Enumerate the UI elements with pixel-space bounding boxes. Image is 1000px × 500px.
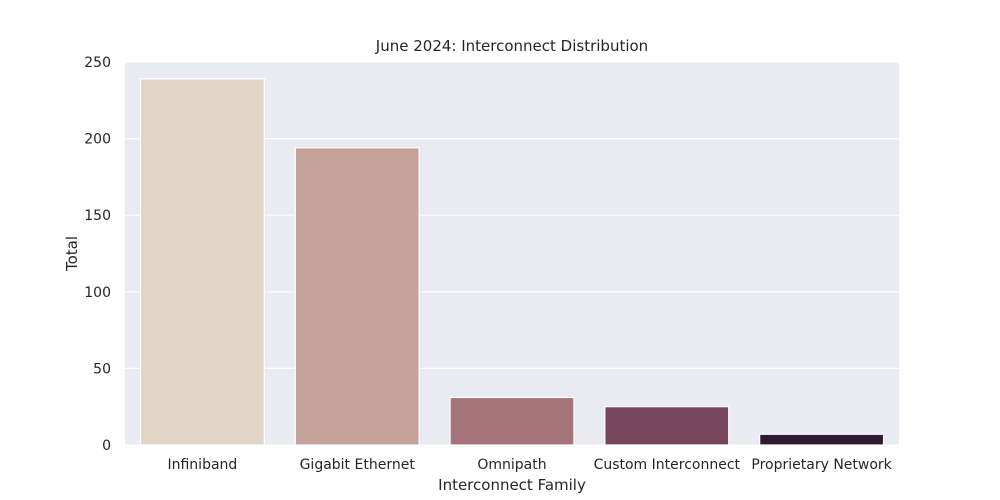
y-tick-labels: 0 50 100 150 200 250 xyxy=(84,55,111,454)
x-tick-label: Custom Interconnect xyxy=(594,457,741,473)
bar-infiniband xyxy=(139,78,265,446)
y-tick-label: 100 xyxy=(84,285,111,301)
y-tick-label: 250 xyxy=(84,55,111,71)
x-tick-label: Infiniband xyxy=(167,457,237,473)
y-tick-label: 200 xyxy=(84,132,111,148)
x-tick-labels: Infiniband Gigabit Ethernet Omnipath Custom… xyxy=(167,457,892,473)
x-tick-label: Omnipath xyxy=(477,457,546,473)
chart-title: June 2024: Interconnect Distribution xyxy=(375,37,648,55)
y-tick-label: 150 xyxy=(84,208,111,224)
y-tick-label: 0 xyxy=(102,438,111,454)
x-tick-label: Proprietary Network xyxy=(751,457,892,473)
y-tick-label: 50 xyxy=(93,361,111,377)
x-axis-label: Interconnect Family xyxy=(438,476,586,494)
bar-gigabit-ethernet xyxy=(294,147,420,446)
bar-custom-interconnect xyxy=(604,406,730,446)
y-axis-label: Total xyxy=(63,236,81,272)
bars xyxy=(139,78,885,446)
bar-proprietary-network xyxy=(759,433,885,446)
x-tick-label: Gigabit Ethernet xyxy=(300,457,416,473)
bar-omnipath xyxy=(449,396,575,446)
